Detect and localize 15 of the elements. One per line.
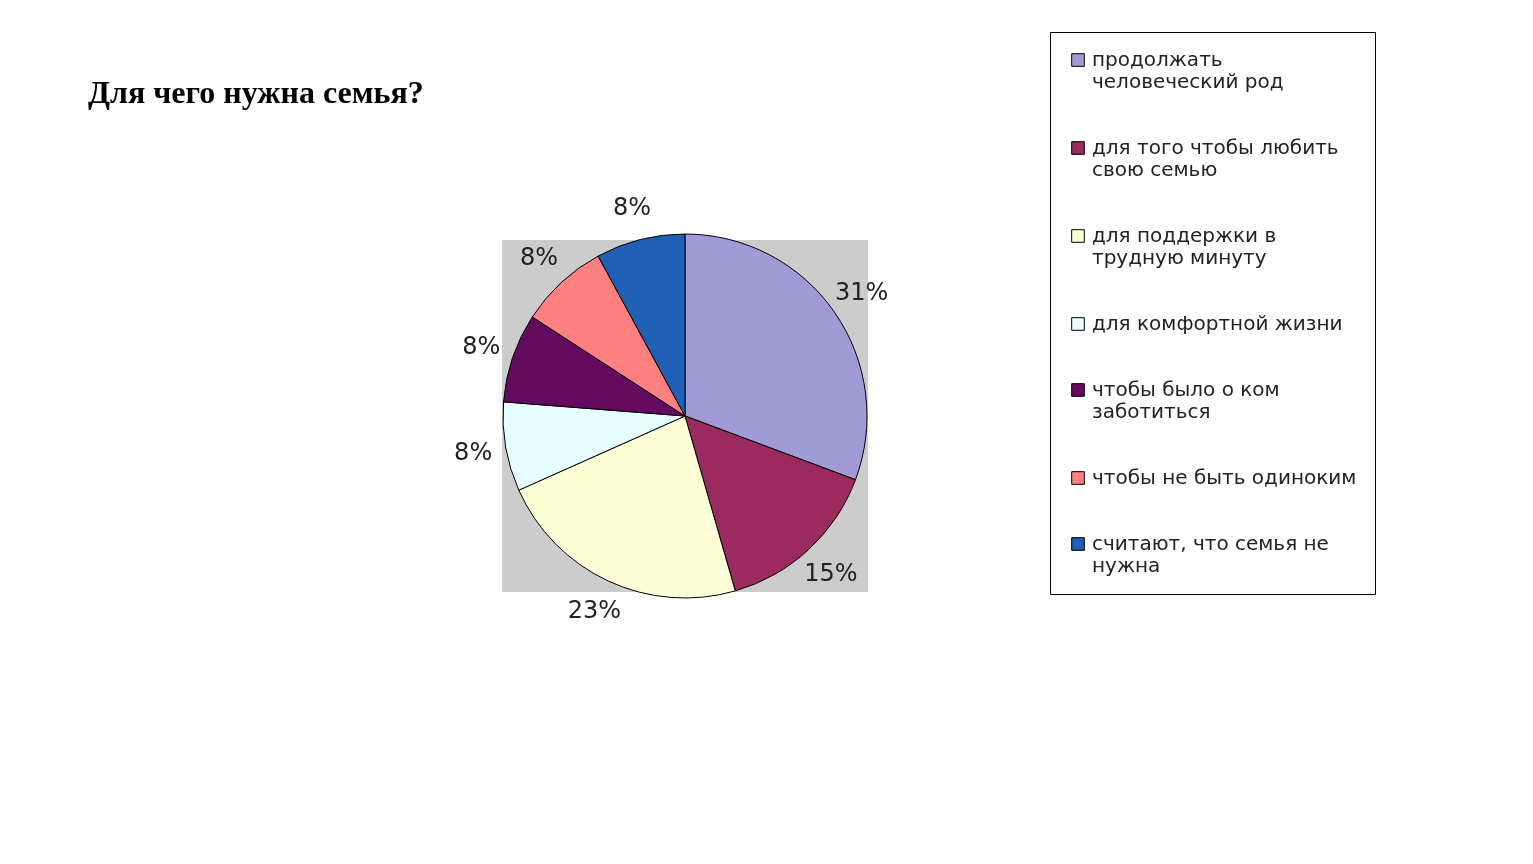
legend-label: для поддержки в трудную минуту [1092,223,1277,269]
legend-label: считают, что семья не нужна [1092,531,1329,577]
legend-label: чтобы не быть одиноким [1092,465,1357,489]
legend-label: для того чтобы любить свою семью [1092,135,1339,181]
data-label: 8% [613,192,652,221]
text: Для чего нужна семья? [88,74,424,111]
data-label: 31% [834,278,889,307]
data-label: 23% [567,595,621,624]
legend-label: продолжать человеческий род [1092,47,1284,93]
legend-label: для комфортной жизни [1092,311,1343,335]
legend-label: чтобы было о ком заботиться [1092,377,1280,423]
data-label: 15% [804,558,858,587]
data-label: 8% [454,437,493,466]
data-label: 8% [462,332,501,361]
data-label: 8% [519,243,559,272]
